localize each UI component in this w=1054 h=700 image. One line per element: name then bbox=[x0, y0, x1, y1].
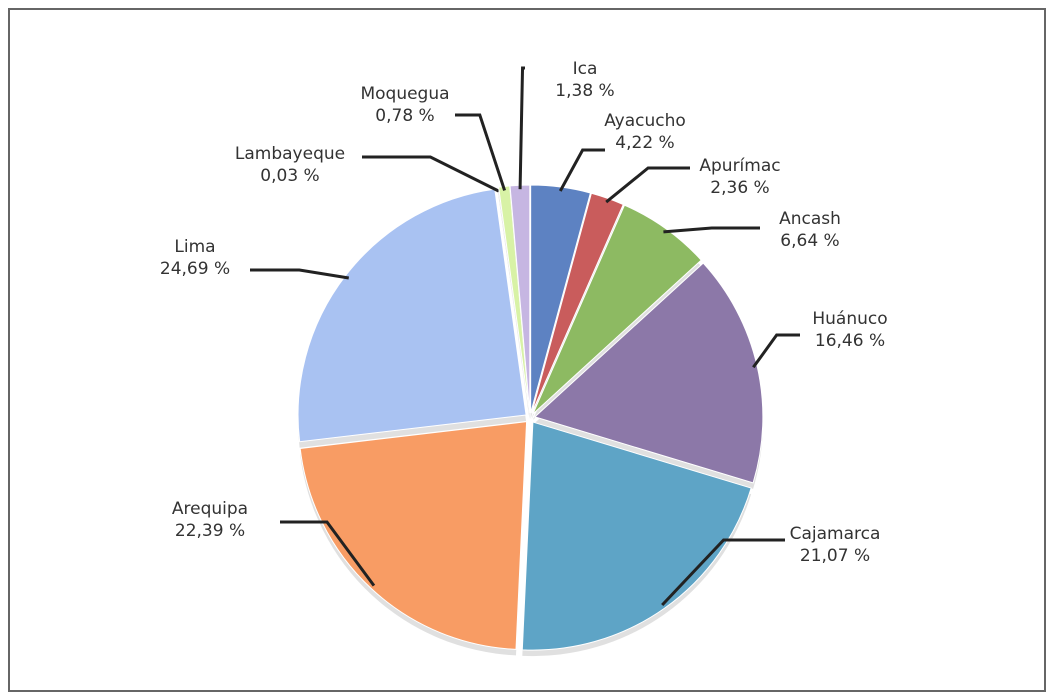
leader-line bbox=[752, 333, 800, 369]
slice-label: Ica bbox=[573, 59, 598, 79]
leader-line bbox=[663, 226, 760, 234]
value-label: 2,36 % bbox=[710, 178, 769, 198]
value-label: 6,64 % bbox=[780, 231, 839, 251]
slice-label: Ancash bbox=[779, 209, 841, 229]
value-label: 21,07 % bbox=[800, 546, 870, 566]
slice-label: Cajamarca bbox=[790, 524, 881, 544]
slice-shadow bbox=[498, 193, 530, 420]
slice bbox=[297, 188, 527, 443]
slice bbox=[299, 421, 528, 650]
slice-label: Arequipa bbox=[172, 499, 248, 519]
slice-label: Huánuco bbox=[812, 309, 887, 329]
leader-line bbox=[455, 113, 507, 191]
slice-label: Moquegua bbox=[360, 84, 449, 104]
slice bbox=[521, 421, 752, 651]
slice bbox=[533, 262, 764, 484]
value-label: 4,22 % bbox=[615, 133, 674, 153]
value-label: 1,38 % bbox=[555, 81, 614, 101]
leader-line bbox=[518, 66, 525, 190]
slice-label: Apurímac bbox=[699, 156, 780, 176]
value-label: 0,03 % bbox=[260, 166, 319, 186]
leader-line bbox=[362, 155, 500, 193]
value-label: 16,46 % bbox=[815, 331, 885, 351]
slice-label: Lima bbox=[174, 237, 215, 257]
slice-shadow bbox=[498, 191, 530, 420]
leader-line bbox=[250, 268, 350, 280]
slice bbox=[531, 192, 624, 414]
value-label: 22,39 % bbox=[175, 521, 245, 541]
slice-label: Lambayeque bbox=[235, 144, 345, 164]
leader-line bbox=[558, 148, 605, 192]
leader-line bbox=[661, 538, 785, 607]
leader-line bbox=[605, 166, 690, 204]
value-label: 0,78 % bbox=[375, 106, 434, 126]
value-label: 24,69 % bbox=[160, 259, 230, 279]
leader-line bbox=[280, 520, 376, 587]
slice-label: Ayacucho bbox=[604, 111, 686, 131]
slice bbox=[532, 204, 702, 415]
